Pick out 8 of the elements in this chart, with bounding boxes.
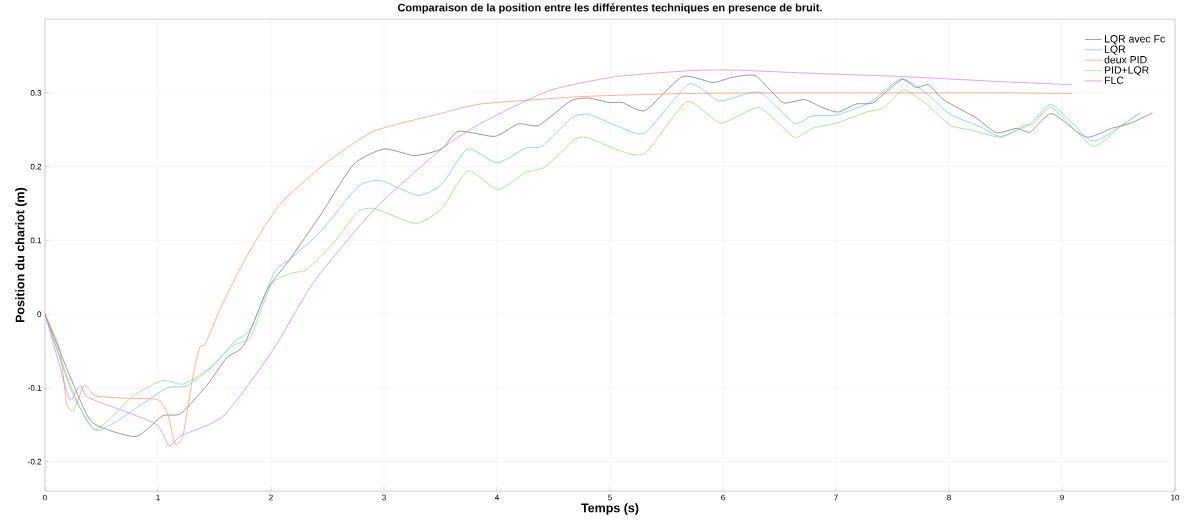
legend-label: FLC	[1104, 76, 1124, 84]
chart-title: Comparaison de la position entre les différentes techniques en presence de bruit.	[397, 3, 822, 14]
legend-label: LQR avec Fc	[1104, 35, 1165, 45]
x-axis-title: Temps (s)	[581, 503, 639, 515]
legend-label: LQR	[1104, 45, 1126, 55]
y-axis-title: Position du chariot (m)	[15, 187, 27, 323]
legend-label: deux PID	[1104, 55, 1147, 64]
legend-label: PID+LQR	[1104, 66, 1149, 76]
